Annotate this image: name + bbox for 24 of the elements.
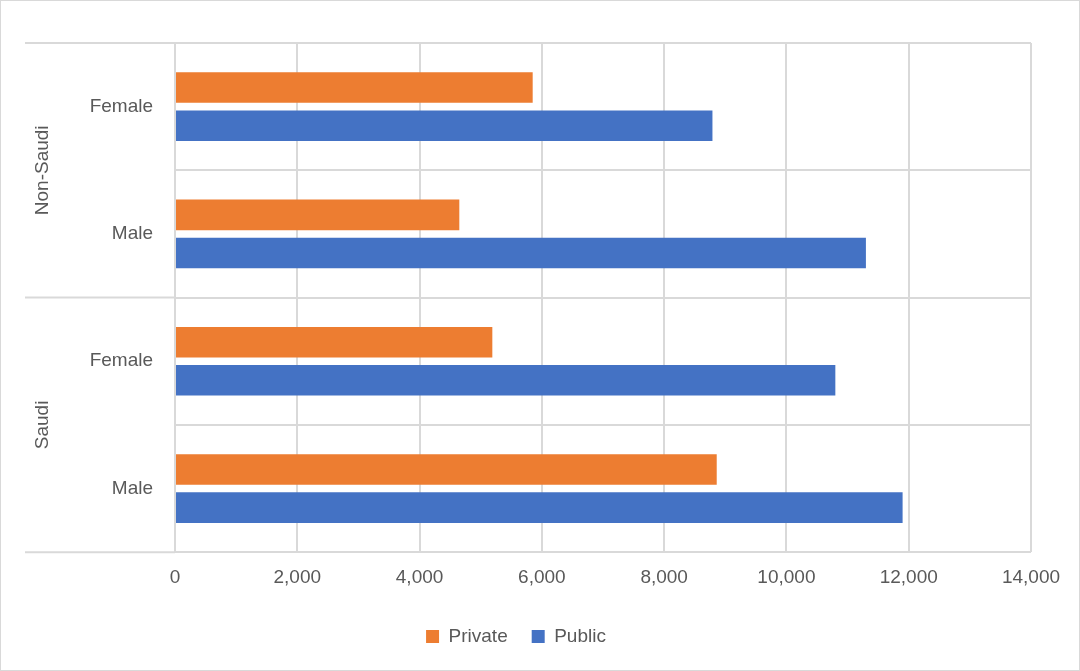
bar	[176, 237, 866, 269]
bar	[176, 326, 493, 358]
x-tick-label: 10,000	[757, 565, 816, 587]
y-tick-label: Male	[111, 222, 153, 244]
x-tick-label: 12,000	[879, 565, 938, 587]
text: Saudi	[31, 400, 53, 450]
y-tick-label: Female	[89, 94, 153, 116]
legend-label: Private	[448, 624, 508, 646]
x-tick-label: 8,000	[640, 565, 688, 587]
bar	[176, 199, 460, 231]
text: Non-Saudi	[31, 125, 53, 216]
x-tick-label: 6,000	[518, 565, 566, 587]
bar	[176, 72, 533, 103]
x-tick-label: 2,000	[273, 565, 322, 587]
bar	[176, 110, 713, 142]
y-tick-label: Male	[111, 476, 153, 498]
x-tick-label: 4,000	[395, 565, 444, 587]
legend-label: Public	[554, 624, 606, 646]
y-tick-label: Female	[89, 349, 153, 371]
x-tick-label: 0	[169, 565, 181, 587]
bar	[176, 492, 903, 523]
bar	[176, 365, 836, 396]
bar	[176, 454, 717, 485]
x-tick-label: 14,000	[1001, 565, 1061, 587]
